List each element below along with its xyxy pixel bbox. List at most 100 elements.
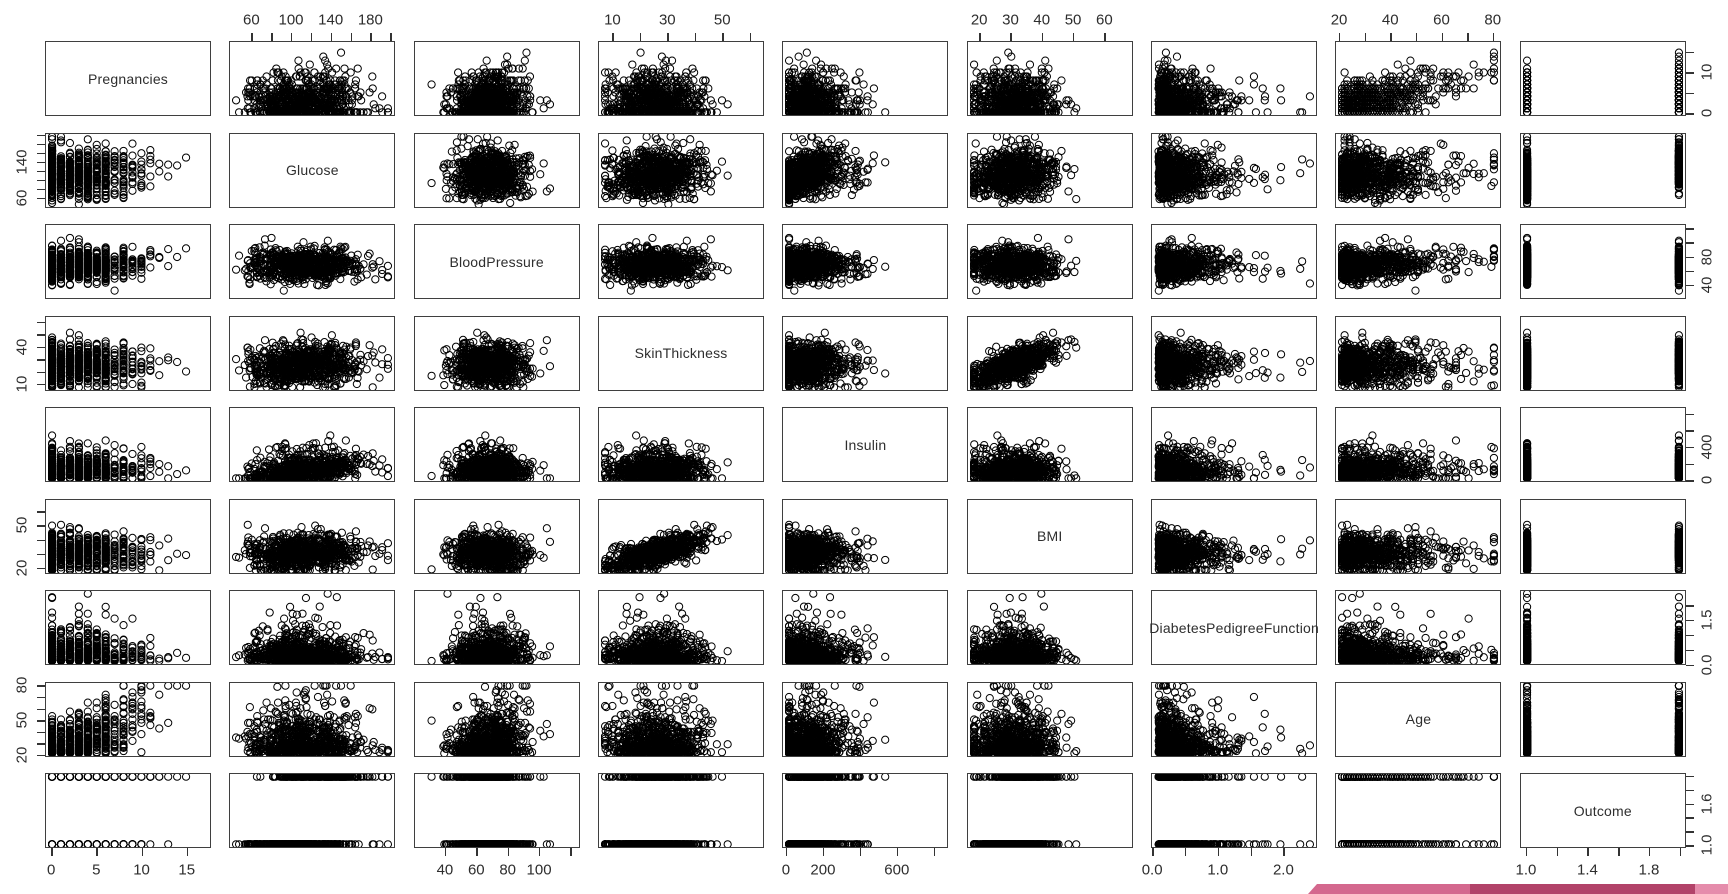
scatter-canvas bbox=[1336, 316, 1501, 390]
scatter-canvas bbox=[1520, 682, 1685, 756]
scatter-canvas bbox=[1152, 682, 1317, 756]
axis-tick bbox=[37, 697, 45, 699]
panel-BMI-vs-BloodPressure bbox=[413, 498, 580, 574]
scatter-canvas bbox=[1152, 316, 1317, 390]
diagonal-label: DiabetesPedigreeFunction bbox=[1149, 619, 1319, 636]
axis-tick bbox=[667, 33, 669, 41]
scatter-canvas bbox=[46, 774, 210, 847]
scatter-canvas bbox=[230, 682, 395, 756]
axis-tick bbox=[1685, 649, 1694, 652]
scatter-canvas bbox=[1336, 499, 1501, 573]
axis-tick bbox=[37, 188, 45, 190]
diagonal-label: Pregnancies bbox=[87, 70, 169, 87]
scatter-canvas bbox=[1336, 42, 1501, 115]
axis-tick bbox=[539, 848, 541, 856]
panel-BloodPressure-vs-Glucose bbox=[229, 224, 396, 299]
scatter-canvas bbox=[414, 591, 579, 664]
axis-tick-label: 0.0 bbox=[1698, 654, 1716, 675]
axis-tick-label: 60 bbox=[243, 11, 260, 29]
axis-tick-label: 0 bbox=[46, 861, 56, 879]
axis-tick bbox=[1685, 634, 1694, 637]
scatter-canvas bbox=[414, 408, 579, 481]
axis-tick bbox=[390, 33, 392, 41]
scatter-canvas bbox=[1520, 225, 1685, 298]
axis-tick bbox=[722, 33, 724, 41]
scatter-canvas bbox=[1520, 133, 1685, 207]
axis-tick bbox=[1685, 72, 1694, 74]
axis-tick bbox=[1679, 848, 1682, 856]
axis-tick-label: 1.8 bbox=[1638, 861, 1660, 879]
panel-DiabetesPedigreeFunction-vs-Pregnancies bbox=[45, 590, 211, 665]
scatter-canvas bbox=[230, 42, 395, 115]
axis-tick bbox=[37, 685, 45, 687]
progress-bar-segment bbox=[1470, 884, 1695, 894]
scatter-canvas bbox=[1520, 499, 1685, 573]
scatter-canvas bbox=[414, 316, 579, 390]
panel-Insulin-vs-Outcome bbox=[1519, 407, 1686, 482]
scatter-canvas bbox=[1152, 133, 1317, 207]
scatter-canvas bbox=[599, 499, 764, 573]
axis-tick-label: 40 bbox=[1698, 276, 1716, 294]
panel-DiabetesPedigreeFunction-vs-Age bbox=[1335, 590, 1502, 665]
scatter-canvas bbox=[414, 499, 579, 573]
axis-tick bbox=[350, 33, 352, 41]
axis-tick bbox=[271, 33, 273, 41]
panel-Outcome-vs-BMI bbox=[966, 773, 1133, 848]
panel-BMI-vs-Age bbox=[1335, 498, 1502, 574]
scatter-canvas bbox=[783, 499, 948, 573]
axis-tick bbox=[444, 848, 447, 856]
panel-SkinThickness-vs-Pregnancies bbox=[45, 315, 211, 391]
axis-tick bbox=[37, 708, 45, 710]
panel-BloodPressure-vs-BloodPressure: BloodPressure bbox=[413, 224, 580, 299]
axis-tick-label: 40 bbox=[13, 338, 31, 356]
diagonal-label: Age bbox=[1405, 711, 1432, 727]
panel-DiabetesPedigreeFunction-vs-Glucose bbox=[229, 590, 396, 665]
axis-tick-label: 50 bbox=[713, 11, 731, 29]
axis-tick bbox=[1685, 605, 1694, 607]
panel-Insulin-vs-Pregnancies bbox=[45, 407, 211, 482]
scatter-canvas bbox=[46, 408, 210, 481]
axis-tick bbox=[612, 33, 614, 41]
axis-tick bbox=[1010, 33, 1012, 41]
panel-SkinThickness-vs-DiabetesPedigreeFunction bbox=[1151, 315, 1318, 391]
axis-tick bbox=[896, 848, 899, 856]
axis-tick bbox=[1685, 664, 1694, 666]
panel-Outcome-vs-BloodPressure bbox=[413, 773, 580, 848]
axis-tick bbox=[859, 848, 862, 856]
axis-tick bbox=[1525, 848, 1528, 856]
axis-tick-label: 1.4 bbox=[1576, 861, 1598, 879]
diagonal-label: Glucose bbox=[285, 162, 339, 178]
axis-tick bbox=[1685, 463, 1694, 466]
axis-tick-label: 1.6 bbox=[1698, 793, 1716, 814]
panel-Pregnancies-vs-SkinThickness bbox=[598, 41, 765, 116]
axis-tick-label: 1.0 bbox=[1207, 861, 1229, 879]
panel-SkinThickness-vs-Insulin bbox=[782, 315, 949, 391]
axis-tick-label: 140 bbox=[13, 149, 31, 175]
panel-Age-vs-BloodPressure bbox=[413, 681, 580, 757]
axis-tick-label: 0 bbox=[1698, 476, 1716, 485]
scatter-canvas bbox=[230, 499, 395, 573]
axis-tick-label: 2.0 bbox=[1272, 861, 1294, 879]
axis-tick bbox=[1685, 51, 1694, 54]
axis-tick bbox=[1073, 33, 1075, 41]
panel-Pregnancies-vs-DiabetesPedigreeFunction bbox=[1151, 41, 1318, 116]
scatter-canvas bbox=[783, 316, 948, 390]
panel-Age-vs-BMI bbox=[966, 681, 1133, 757]
axis-tick bbox=[1390, 33, 1392, 41]
panel-Outcome-vs-Insulin bbox=[782, 773, 949, 848]
panel-Insulin-vs-Insulin: Insulin bbox=[782, 407, 949, 482]
axis-tick bbox=[1685, 775, 1694, 778]
scatter-canvas bbox=[230, 316, 395, 390]
panel-BloodPressure-vs-Pregnancies bbox=[45, 224, 211, 299]
axis-tick bbox=[749, 33, 752, 41]
scatter-canvas bbox=[967, 408, 1132, 481]
axis-tick bbox=[785, 848, 788, 856]
panel-Pregnancies-vs-Insulin bbox=[782, 41, 949, 116]
panel-Age-vs-Age: Age bbox=[1335, 681, 1502, 757]
scatter-canvas bbox=[414, 682, 579, 756]
axis-tick bbox=[1685, 270, 1694, 273]
axis-tick bbox=[37, 143, 45, 146]
axis-tick-label: 1.0 bbox=[1698, 834, 1716, 856]
axis-tick bbox=[1685, 831, 1694, 833]
